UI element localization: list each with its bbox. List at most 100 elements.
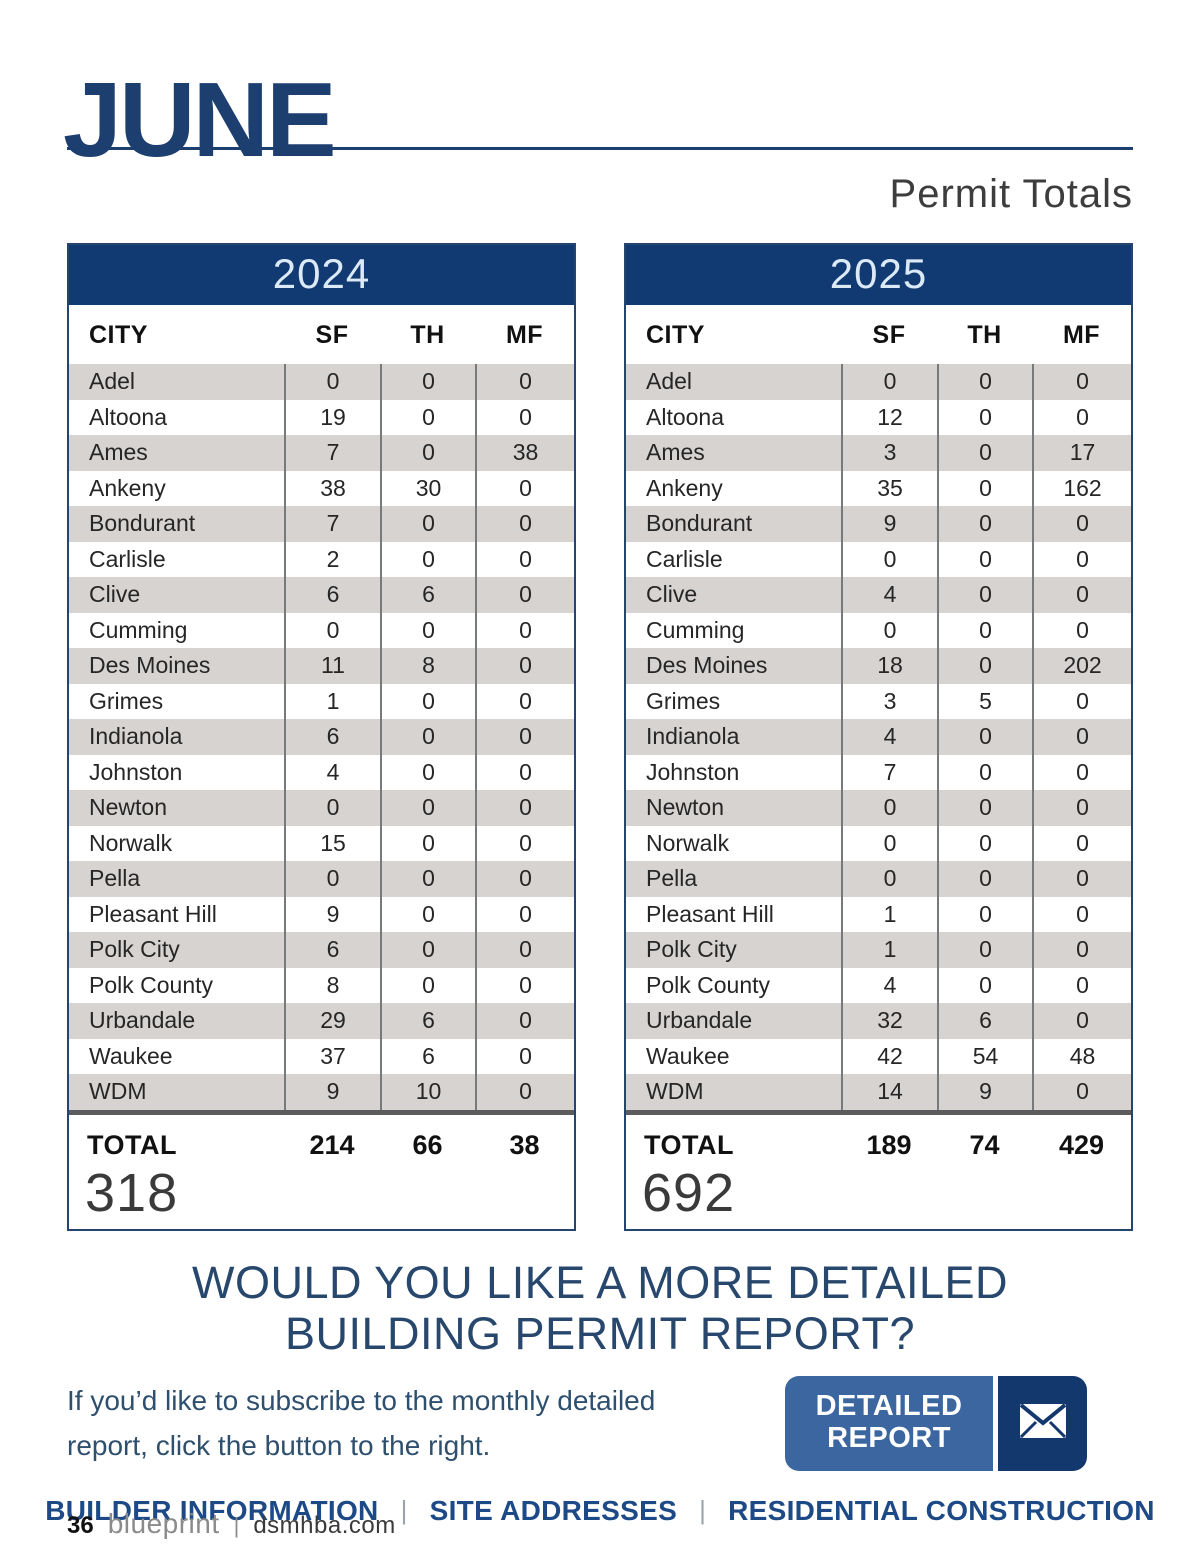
table-row: Adel 0 0 0 [69, 364, 574, 400]
table-row: Ankeny 38 30 0 [69, 470, 574, 506]
cta-heading: WOULD YOU LIKE A MORE DETAILED BUILDING … [67, 1257, 1133, 1360]
value-cell: 0 [1032, 399, 1131, 435]
city-cell: Clive [89, 581, 141, 608]
value-cell: 0 [937, 754, 1032, 790]
value-cell: 19 [284, 399, 380, 435]
value-cell: 10 [380, 1074, 475, 1110]
value-cell: 42 [841, 1038, 937, 1074]
city-cell: Johnston [646, 758, 740, 785]
column-header-sf: SF [315, 321, 349, 349]
value-cell: 1 [841, 896, 937, 932]
value-cell: 0 [475, 577, 574, 613]
value-cell: 0 [475, 399, 574, 435]
city-cell: Waukee [89, 1042, 173, 1069]
total-mf: 429 [1058, 1129, 1105, 1160]
value-cell: 0 [475, 364, 574, 400]
value-cell: 0 [475, 683, 574, 719]
table-row: Pella 0 0 0 [69, 861, 574, 897]
value-cell: 11 [284, 648, 380, 684]
website-url: dsmhba.com [253, 1512, 396, 1539]
city-cell: Newton [646, 794, 724, 821]
city-cell: Johnston [89, 758, 183, 785]
value-cell: 0 [380, 754, 475, 790]
value-cell: 9 [284, 896, 380, 932]
table-row: Waukee 37 6 0 [69, 1038, 574, 1074]
value-cell: 0 [937, 506, 1032, 542]
table-row: Polk County 8 0 0 [69, 967, 574, 1003]
value-cell: 8 [284, 967, 380, 1003]
value-cell: 0 [841, 790, 937, 826]
value-cell: 3 [841, 683, 937, 719]
value-cell: 8 [380, 648, 475, 684]
city-cell: Bondurant [89, 510, 196, 537]
value-cell: 54 [937, 1038, 1032, 1074]
city-cell: Polk County [646, 971, 771, 998]
link-residential-construction[interactable]: RESIDENTIAL CONSTRUCTION [728, 1494, 1155, 1526]
city-cell: WDM [89, 1078, 147, 1105]
value-cell: 2 [284, 541, 380, 577]
value-cell: 0 [937, 896, 1032, 932]
city-cell: Adel [646, 368, 693, 395]
value-cell: 7 [841, 754, 937, 790]
table-row: Bondurant 7 0 0 [69, 506, 574, 542]
total-row: TOTAL 189 74 429 [626, 1115, 1131, 1163]
link-separator: | [699, 1495, 707, 1526]
value-cell: 0 [937, 435, 1032, 471]
table-header-row: CITY SF TH MF [69, 305, 574, 364]
total-th: 66 [412, 1129, 443, 1160]
link-builder-information[interactable]: BUILDER INFORMATION [45, 1494, 379, 1526]
table-row: Clive 6 6 0 [69, 577, 574, 613]
value-cell: 9 [937, 1074, 1032, 1110]
value-cell: 0 [475, 967, 574, 1003]
column-header-mf: MF [505, 321, 544, 349]
value-cell: 0 [475, 825, 574, 861]
total-mf: 38 [509, 1129, 540, 1160]
value-cell: 0 [475, 719, 574, 755]
value-cell: 38 [475, 435, 574, 471]
table-row: Waukee 42 54 48 [626, 1038, 1131, 1074]
value-cell: 0 [937, 790, 1032, 826]
total-row: TOTAL 214 66 38 [69, 1115, 574, 1163]
city-cell: Cumming [646, 616, 745, 643]
city-cell: Newton [89, 794, 167, 821]
city-cell: Pleasant Hill [646, 900, 774, 927]
value-cell: 0 [475, 506, 574, 542]
table-row: Cumming 0 0 0 [626, 612, 1131, 648]
table-row: Grimes 3 5 0 [626, 683, 1131, 719]
value-cell: 0 [380, 790, 475, 826]
value-cell: 0 [380, 861, 475, 897]
value-cell: 0 [1032, 932, 1131, 968]
value-cell: 0 [1032, 612, 1131, 648]
detailed-report-button[interactable]: DETAILED REPORT [785, 1375, 1087, 1471]
page-title: JUNE [63, 61, 337, 179]
value-cell: 0 [475, 1038, 574, 1074]
value-cell: 0 [1032, 719, 1131, 755]
table-body: Adel 0 0 0 Altoona 12 0 0 Ames 3 0 17 Ankeny 35 0 162 Bo… [626, 364, 1131, 1110]
footer-links: BUILDER INFORMATION | SITE ADDRESSES | R… [45, 1494, 1154, 1527]
value-cell: 32 [841, 1003, 937, 1039]
page-footer: 36 blueprint | dsmhba.com [67, 1508, 396, 1540]
table-row: Polk City 6 0 0 [69, 932, 574, 968]
link-site-addresses[interactable]: SITE ADDRESSES [429, 1494, 678, 1526]
column-header-sf: SF [872, 321, 906, 349]
value-cell: 0 [475, 470, 574, 506]
value-cell: 0 [937, 932, 1032, 968]
value-cell: 0 [475, 1003, 574, 1039]
cta-body-line2: report, click the button to the right. [67, 1430, 491, 1462]
value-cell: 162 [1032, 470, 1131, 506]
table-row: Johnston 7 0 0 [626, 754, 1131, 790]
table-row: Norwalk 0 0 0 [626, 825, 1131, 861]
city-cell: Indianola [89, 723, 183, 750]
value-cell: 1 [841, 932, 937, 968]
value-cell: 6 [380, 1003, 475, 1039]
value-cell: 0 [937, 967, 1032, 1003]
button-label-line2: REPORT [827, 1422, 951, 1455]
city-cell: Altoona [89, 403, 168, 430]
city-cell: Ankeny [646, 474, 723, 501]
table-row: Ames 3 0 17 [626, 435, 1131, 471]
value-cell: 0 [380, 435, 475, 471]
value-cell: 0 [937, 364, 1032, 400]
value-cell: 0 [1032, 683, 1131, 719]
permit-table-2025: 2025 CITY SF TH MF Adel 0 0 0 Altoona 12 0 0 Ame… [624, 243, 1133, 1232]
column-header-city: CITY [89, 321, 148, 349]
